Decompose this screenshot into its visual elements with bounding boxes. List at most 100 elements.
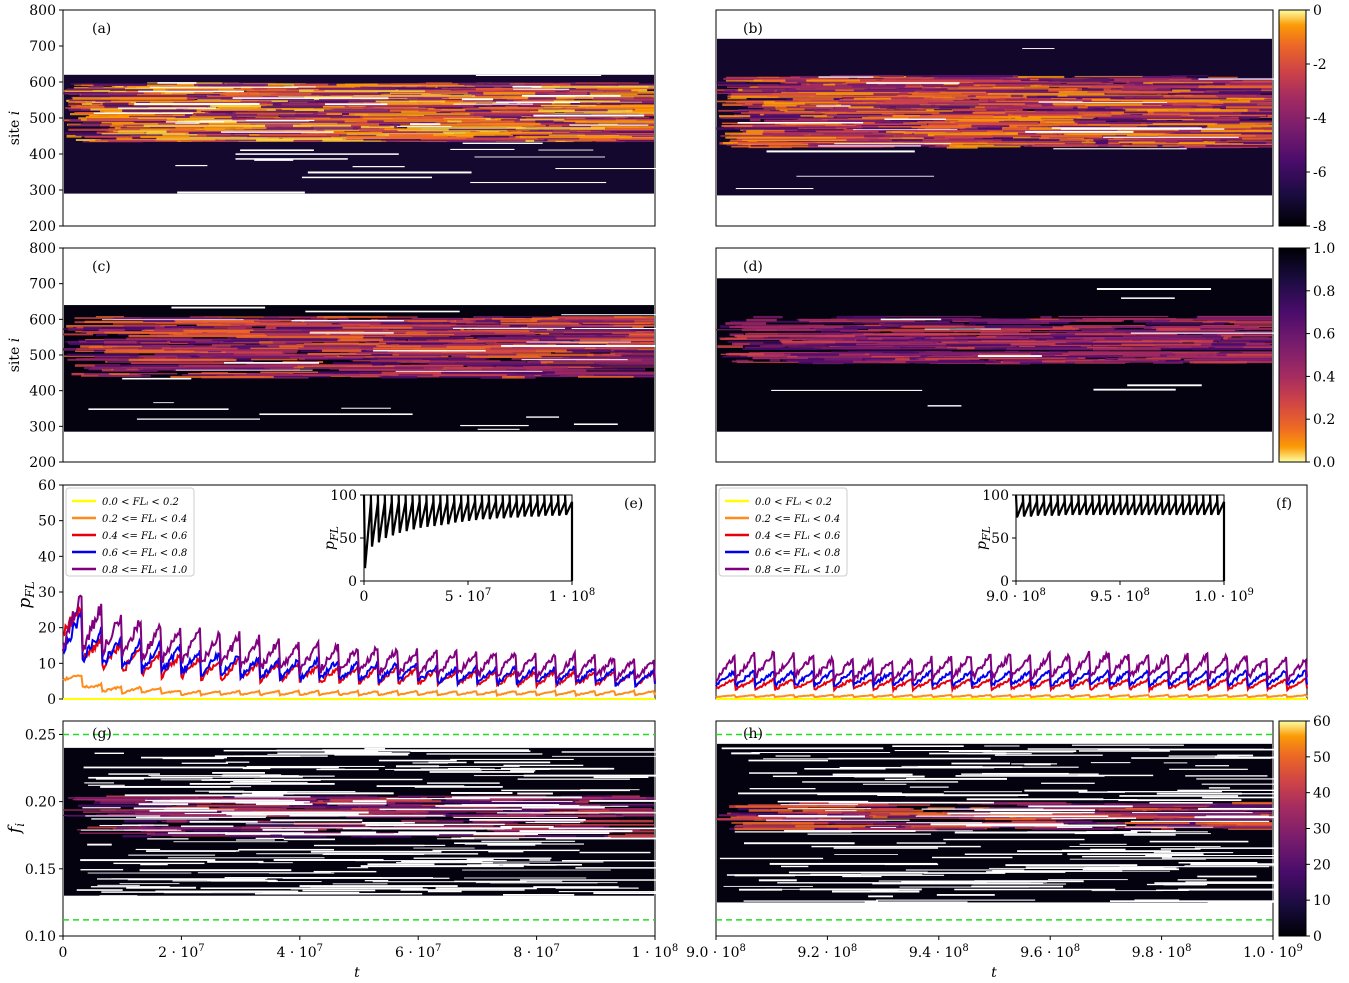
heatmap-cell xyxy=(401,819,464,823)
heatmap-cell xyxy=(842,326,902,328)
heatmap-gap xyxy=(99,895,138,897)
heatmap-gap xyxy=(452,327,566,329)
heatmap-cell xyxy=(862,127,912,130)
heatmap-cell xyxy=(1218,358,1272,361)
heatmap-cell xyxy=(1035,109,1126,112)
heatmap-cell xyxy=(313,806,440,808)
heatmap-cell xyxy=(769,359,781,362)
heatmap-cell xyxy=(879,75,904,77)
heatmap-cell xyxy=(853,315,982,318)
heatmap-gap xyxy=(133,807,210,810)
heatmap-cell xyxy=(914,129,1033,133)
heatmap-cell xyxy=(1037,85,1136,88)
heatmap-cell xyxy=(398,796,421,799)
heatmap-cell xyxy=(1142,113,1203,116)
heatmap-cell xyxy=(88,114,131,117)
heatmap-cell xyxy=(730,320,823,323)
panel-label-g: (g) xyxy=(92,726,112,742)
heatmap-cell xyxy=(1140,334,1245,337)
heatmap-gap xyxy=(245,119,315,122)
heatmap-gap xyxy=(481,840,576,842)
heatmap-cell xyxy=(369,342,448,344)
heatmap-cell xyxy=(361,339,407,342)
heatmap-cell xyxy=(774,100,840,103)
heatmap-gap xyxy=(1103,136,1239,138)
heatmap-cell xyxy=(348,105,366,107)
heatmap-cell xyxy=(1152,339,1180,342)
heatmap-cell xyxy=(753,315,783,319)
heatmap-cell xyxy=(121,366,186,368)
heatmap-cell xyxy=(456,320,476,322)
heatmap-cell xyxy=(129,811,217,814)
heatmap-cell xyxy=(826,115,893,117)
heatmap-cell xyxy=(1189,361,1247,364)
heatmap-cell xyxy=(1229,81,1272,83)
heatmap-gap xyxy=(273,859,384,861)
heatmap-cell xyxy=(1241,83,1272,86)
heatmap-gap xyxy=(1198,78,1317,80)
heatmap-cell xyxy=(439,375,525,378)
heatmap-gap xyxy=(76,889,123,891)
heatmap-cell xyxy=(406,833,474,837)
heatmap-cell xyxy=(225,358,260,361)
heatmap-gap xyxy=(410,765,520,767)
heatmap-cell xyxy=(914,132,1018,136)
heatmap-cell xyxy=(878,97,970,100)
heatmap-cell xyxy=(556,337,654,340)
heatmap-cell xyxy=(1077,106,1088,109)
heatmap-cell xyxy=(238,118,342,121)
heatmap-cell xyxy=(154,328,184,332)
heatmap-gap xyxy=(207,878,266,881)
heatmap-cell xyxy=(961,93,988,96)
heatmap-gap xyxy=(165,121,225,123)
heatmap-cell xyxy=(750,144,769,147)
heatmap-cell xyxy=(1147,125,1252,128)
heatmap-gap xyxy=(526,416,560,418)
heatmap-cell xyxy=(264,332,326,335)
heatmap-cell xyxy=(492,366,568,369)
lines-e xyxy=(62,594,656,700)
heatmap-cell xyxy=(401,111,437,114)
heatmap-cell xyxy=(481,107,544,110)
heatmap-cell xyxy=(951,318,1031,322)
heatmap-gap xyxy=(466,858,494,861)
heatmap-cell xyxy=(525,342,548,345)
heatmap-cell xyxy=(472,820,514,823)
heatmap-cell xyxy=(1205,144,1272,147)
heatmap-gap xyxy=(175,164,208,167)
heatmap-cell xyxy=(383,327,461,331)
heatmap-cell xyxy=(172,833,271,837)
heatmap-cell xyxy=(64,132,116,135)
heatmap-cell xyxy=(373,106,414,110)
heatmap-cell xyxy=(203,316,300,318)
heatmap-cell xyxy=(351,96,472,99)
heatmap-cell xyxy=(513,91,639,94)
heatmap-cell xyxy=(462,100,522,102)
heatmap-cell xyxy=(208,350,222,353)
panel-a: (a) xyxy=(62,9,664,227)
heatmap-cell xyxy=(65,89,93,92)
heatmap-gap xyxy=(95,778,145,780)
heatmap-gap xyxy=(497,812,576,814)
heatmap-cell xyxy=(435,120,515,123)
heatmap-gap xyxy=(575,867,726,869)
heatmap-cell xyxy=(763,108,805,111)
heatmap-cell xyxy=(1082,144,1122,147)
heatmap-cell xyxy=(827,119,891,123)
heatmap-cell xyxy=(856,110,953,112)
heatmap-cell xyxy=(610,342,654,346)
heatmap-gap xyxy=(256,803,313,806)
heatmap-cell xyxy=(537,137,564,140)
heatmap-cell xyxy=(964,81,1061,84)
heatmap-cell xyxy=(722,91,782,93)
heatmap-cell xyxy=(731,93,817,96)
heatmap-h xyxy=(716,733,1342,921)
heatmap-cell xyxy=(1075,319,1112,322)
heatmap-cell xyxy=(848,104,936,107)
heatmap-cell xyxy=(280,115,351,118)
heatmap-cell xyxy=(128,116,213,118)
heatmap-cell xyxy=(938,359,985,362)
legend-label: 0.0 < FLᵢ < 0.2 xyxy=(102,497,179,508)
heatmap-cell xyxy=(618,139,654,141)
heatmap-gap xyxy=(454,842,542,845)
